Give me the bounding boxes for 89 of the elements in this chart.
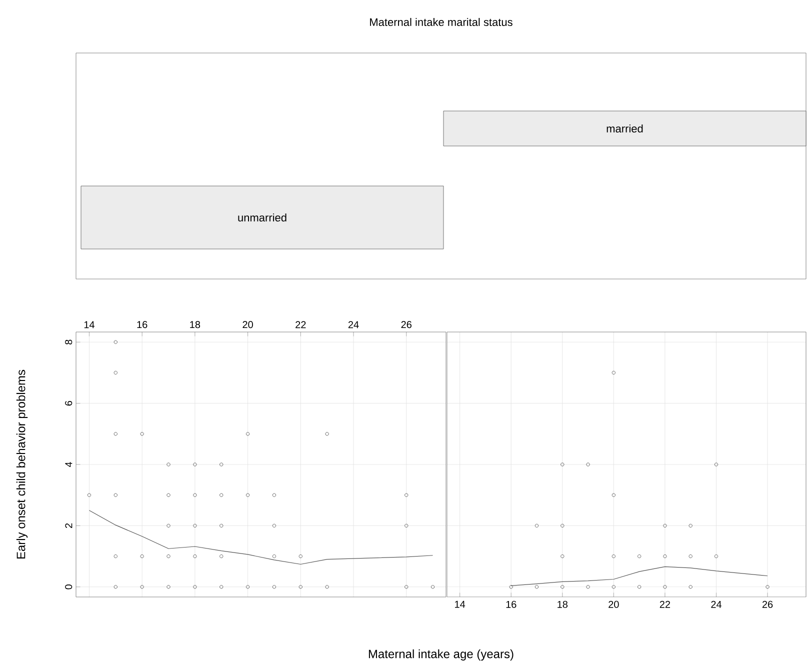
x-tick-label: 22 — [660, 600, 670, 608]
point — [612, 370, 616, 374]
point — [663, 554, 667, 558]
point — [114, 585, 118, 589]
point — [325, 585, 329, 589]
point — [688, 554, 692, 558]
x-tick-label: 16 — [506, 600, 516, 608]
point — [404, 493, 408, 497]
point — [586, 462, 590, 466]
point — [534, 524, 539, 528]
category-label: unmarried — [238, 213, 286, 222]
x-axis-title: Maternal intake age (years) — [368, 649, 514, 661]
x-tick-label: 18 — [558, 600, 568, 608]
point — [325, 432, 329, 436]
y-tick-label: 4 — [65, 462, 72, 468]
point — [193, 462, 197, 466]
point — [246, 585, 250, 589]
point — [140, 554, 144, 558]
point — [193, 493, 197, 497]
point — [114, 432, 118, 436]
point — [193, 585, 197, 589]
point — [220, 554, 224, 558]
point — [560, 554, 564, 558]
point — [193, 554, 197, 558]
x-tick-label: 26 — [762, 600, 773, 608]
x-tick-label: 20 — [242, 321, 253, 328]
point — [612, 493, 616, 497]
y-tick-label: 6 — [65, 400, 72, 406]
point — [663, 585, 667, 589]
x-tick-label: 14 — [455, 600, 466, 608]
point — [272, 585, 276, 589]
point — [612, 585, 616, 589]
point — [688, 585, 692, 589]
x-tick-label: 26 — [401, 321, 412, 328]
point — [114, 370, 118, 374]
point — [430, 585, 435, 589]
point — [220, 524, 224, 528]
point — [298, 585, 302, 589]
point — [114, 340, 118, 344]
point — [560, 462, 564, 466]
point — [166, 585, 170, 589]
y-tick-label: 0 — [65, 584, 72, 590]
point — [612, 554, 616, 558]
point — [404, 524, 408, 528]
point — [560, 585, 564, 589]
point — [560, 524, 564, 528]
point — [272, 493, 276, 497]
point — [272, 524, 276, 528]
y-axis-title: Early onset child behavior problems — [16, 370, 28, 559]
point — [688, 524, 692, 528]
point — [586, 585, 590, 589]
point — [114, 554, 118, 558]
point — [638, 554, 642, 558]
point — [714, 554, 718, 558]
x-tick-label: 22 — [296, 321, 306, 328]
point — [193, 524, 197, 528]
point — [246, 493, 250, 497]
point — [166, 493, 170, 497]
x-tick-label: 20 — [608, 600, 619, 608]
point — [220, 585, 224, 589]
x-tick-label: 24 — [348, 321, 359, 328]
point — [87, 493, 92, 497]
point — [404, 585, 408, 589]
point — [298, 554, 302, 558]
point — [509, 585, 513, 589]
x-tick-label: 14 — [84, 321, 94, 328]
point — [220, 462, 224, 466]
x-tick-label: 16 — [137, 321, 148, 328]
category-label: married — [606, 124, 643, 133]
x-tick-label: 24 — [711, 600, 722, 608]
point — [272, 554, 276, 558]
point — [166, 462, 170, 466]
point — [220, 493, 224, 497]
point — [714, 462, 718, 466]
y-tick-label: 2 — [65, 523, 72, 528]
line-series — [88, 510, 434, 565]
point — [140, 432, 144, 436]
point — [638, 585, 642, 589]
point — [140, 585, 144, 589]
point — [114, 493, 118, 497]
text: Maternal intake marital status — [370, 18, 512, 26]
point — [246, 432, 250, 436]
point — [166, 554, 170, 558]
point — [166, 524, 170, 528]
point — [534, 585, 539, 589]
point — [663, 524, 667, 528]
point — [766, 585, 770, 589]
y-tick-label: 8 — [65, 340, 72, 344]
x-tick-label: 18 — [190, 321, 200, 328]
